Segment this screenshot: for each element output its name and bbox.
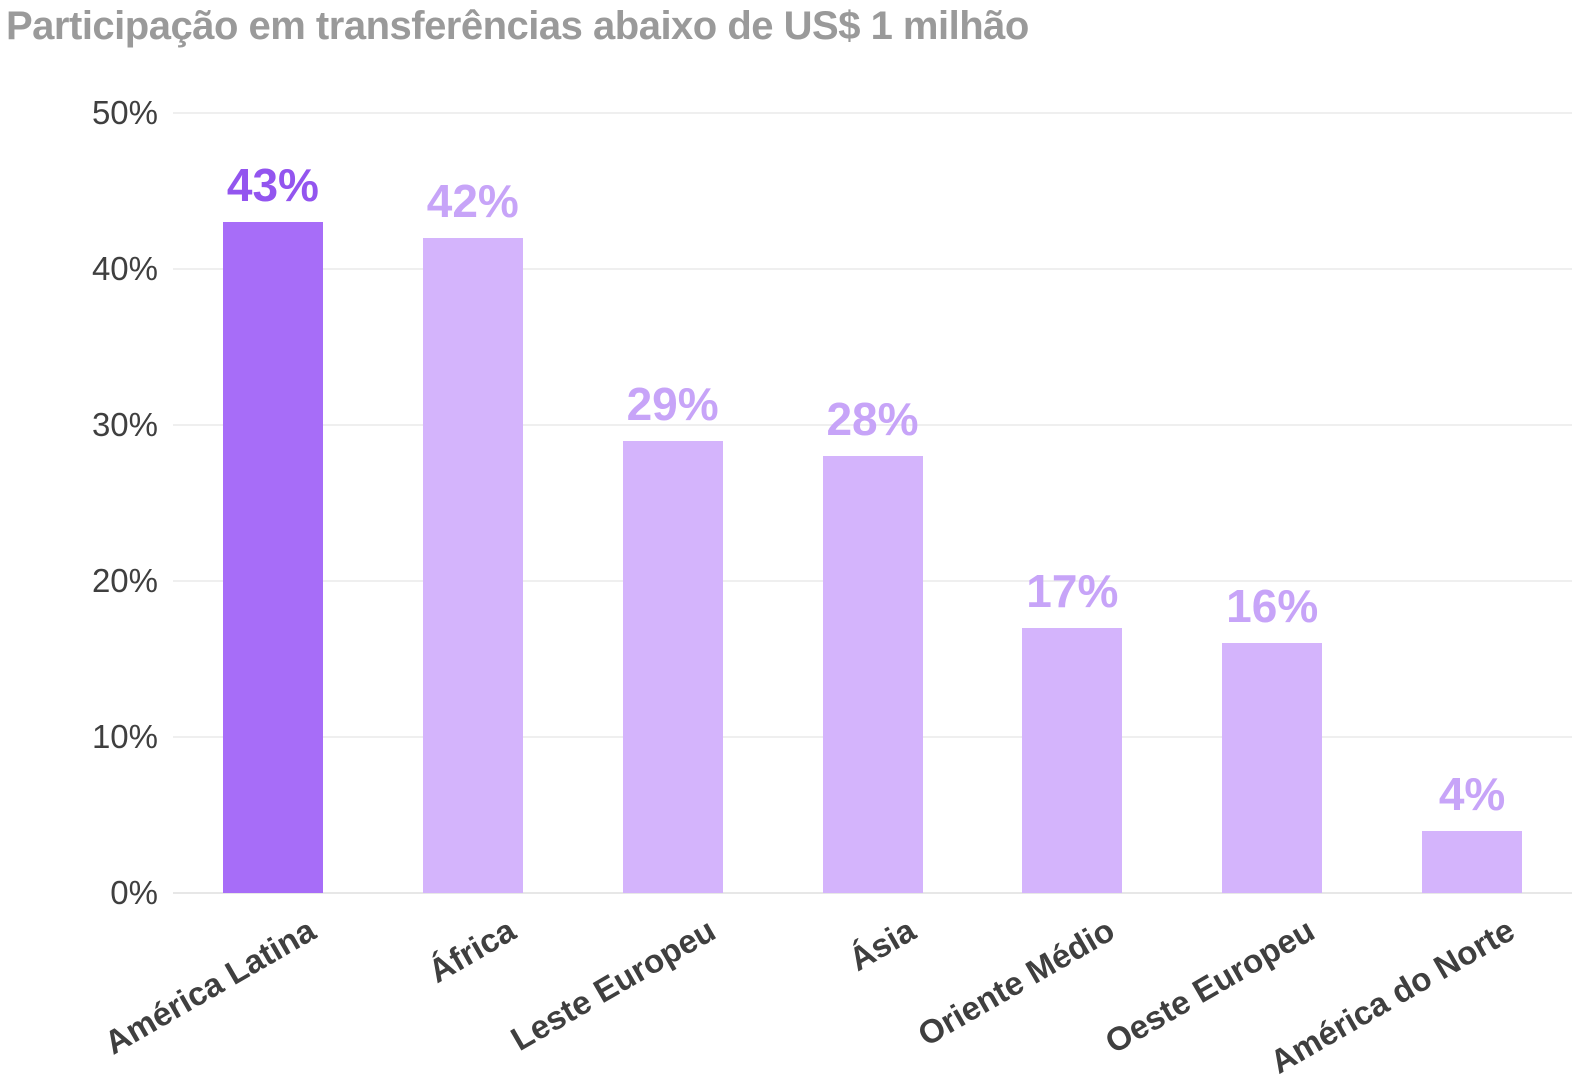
bar-value-label: 42%: [426, 174, 519, 227]
chart-title: Participação em transferências abaixo de…: [6, 4, 1029, 48]
bar: [422, 237, 523, 893]
y-tick-label-30: 30%: [91, 406, 158, 443]
y-tick-label-40: 40%: [91, 250, 158, 287]
y-tick-label-20: 20%: [91, 562, 158, 599]
gridline-0: [173, 892, 1572, 894]
gridline-30: [173, 424, 1572, 426]
y-tick-label-10: 10%: [91, 718, 158, 755]
gridline-50: [173, 112, 1572, 114]
bar: [1022, 627, 1123, 893]
bar-value-label: 43%: [226, 159, 319, 212]
bar: [822, 456, 923, 893]
bar-value-label: 4%: [1438, 767, 1506, 820]
bar-value-label: 28%: [826, 393, 919, 446]
bar: [222, 222, 323, 893]
bar-value-label: 16%: [1226, 580, 1319, 633]
bar: [1422, 830, 1523, 893]
y-tick-label-50: 50%: [91, 94, 158, 131]
bar-value-label: 17%: [1026, 564, 1119, 617]
gridline-40: [173, 268, 1572, 270]
bar-value-label: 29%: [626, 377, 719, 430]
y-tick-label-0: 0%: [110, 874, 158, 911]
bar: [622, 440, 723, 893]
bar: [1222, 643, 1323, 893]
